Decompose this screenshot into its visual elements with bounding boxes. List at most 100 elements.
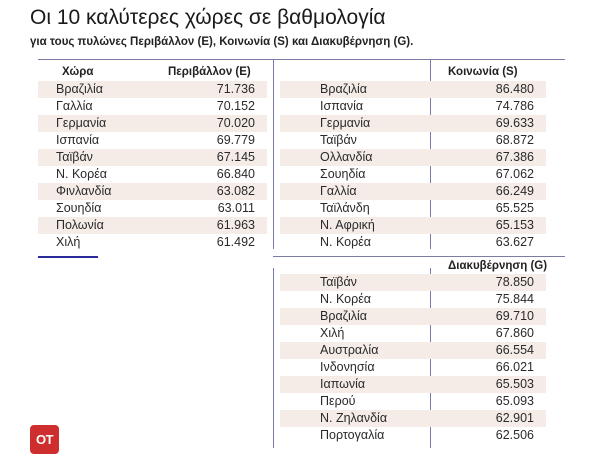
score-value: 75.844 — [495, 292, 534, 306]
column-divider-left — [273, 59, 274, 249]
score-value: 69.779 — [216, 133, 255, 147]
country-name: Φινλανδία — [56, 184, 112, 198]
header-society: Κοινωνία (S) — [448, 66, 518, 78]
table-row: Πολωνία 61.963 — [38, 217, 267, 234]
governance-top-rule — [273, 256, 565, 257]
score-value: 68.872 — [495, 133, 534, 147]
country-name: Ολλανδία — [320, 150, 373, 164]
score-value: 65.153 — [495, 218, 534, 232]
table-row: Γερμανία 70.020 — [38, 115, 267, 132]
country-name: Ν. Αφρική — [320, 218, 375, 232]
table-row: Ισπανία 74.786 — [280, 98, 546, 115]
table-row: Γερμανία 69.633 — [280, 115, 546, 132]
header-environment: Περιβάλλον (E) — [168, 66, 251, 78]
score-value: 67.145 — [216, 150, 255, 164]
table-row: Ταϊβάν 67.145 — [38, 149, 267, 166]
score-value: 66.021 — [495, 360, 534, 374]
table-row: Ν. Κορέα 66.840 — [38, 166, 267, 183]
country-name: Χιλή — [320, 326, 345, 340]
country-name: Βραζιλία — [56, 82, 103, 96]
country-name: Πορτογαλία — [320, 428, 385, 442]
score-value: 71.736 — [216, 82, 255, 96]
country-name: Βραζιλία — [320, 309, 367, 323]
table-row: Γαλλία 70.152 — [38, 98, 267, 115]
score-value: 65.503 — [495, 377, 534, 391]
country-name: Ινδονησία — [320, 360, 375, 374]
table-row: Χιλή 67.860 — [280, 325, 546, 342]
table-row: Βραζιλία 71.736 — [38, 81, 267, 98]
score-value: 74.786 — [495, 99, 534, 113]
country-name: Αυστραλία — [320, 343, 379, 357]
country-name: Ν. Κορέα — [56, 167, 108, 181]
country-name: Ν. Κορέα — [320, 292, 372, 306]
score-value: 70.020 — [216, 116, 255, 130]
accent-underline — [38, 256, 98, 258]
table-row: Ν. Κορέα 63.627 — [280, 234, 546, 251]
governance-table: Ταϊβάν 78.850 Ν. Κορέα 75.844 Βραζιλία 69.710… — [280, 274, 546, 444]
table-row: Σουηδία 67.062 — [280, 166, 546, 183]
score-value: 66.249 — [495, 184, 534, 198]
score-value: 61.492 — [216, 235, 255, 249]
country-name: Γερμανία — [320, 116, 371, 130]
table-row: Χιλή 61.492 — [38, 234, 267, 251]
governance-divider-left — [273, 268, 274, 448]
score-value: 63.011 — [217, 201, 255, 215]
table-row: Σουηδία 63.011 — [38, 200, 267, 217]
country-name: Ν. Κορέα — [320, 235, 372, 249]
country-name: Βραζιλία — [320, 82, 367, 96]
table-row: Περού 65.093 — [280, 393, 546, 410]
score-value: 86.480 — [495, 82, 534, 96]
country-name: Γερμανία — [56, 116, 107, 130]
table-row: Βραζιλία 86.480 — [280, 81, 546, 98]
country-name: Ταϊβάν — [320, 275, 357, 289]
table-row: Γαλλία 66.249 — [280, 183, 546, 200]
score-value: 61.963 — [216, 218, 255, 232]
score-value: 63.082 — [216, 184, 255, 198]
header-top-rule — [38, 59, 565, 60]
score-value: 62.901 — [495, 411, 534, 425]
table-row: Ολλανδία 67.386 — [280, 149, 546, 166]
country-name: Ταϊλάνδη — [320, 201, 370, 215]
score-value: 66.554 — [495, 343, 534, 357]
score-value: 63.627 — [495, 235, 534, 249]
country-name: Ταϊβάν — [320, 133, 357, 147]
country-name: Χιλή — [56, 235, 81, 249]
country-name: Ιαπωνία — [320, 377, 366, 391]
table-row: Φινλανδία 63.082 — [38, 183, 267, 200]
table-row: Ν. Ζηλανδία 62.901 — [280, 410, 546, 427]
score-value: 66.840 — [216, 167, 255, 181]
score-value: 78.850 — [495, 275, 534, 289]
score-value: 69.710 — [495, 309, 534, 323]
score-value: 67.860 — [495, 326, 534, 340]
table-row: Ταϊλάνδη 65.525 — [280, 200, 546, 217]
environment-table: Βραζιλία 71.736 Γαλλία 70.152 Γερμανία 70.020… — [38, 81, 267, 251]
table-row: Ταϊβάν 68.872 — [280, 132, 546, 149]
country-name: Περού — [320, 394, 356, 408]
country-name: Σουηδία — [320, 167, 366, 181]
score-value: 65.525 — [495, 201, 534, 215]
society-table: Βραζιλία 86.480 Ισπανία 74.786 Γερμανία 69.63… — [280, 81, 546, 251]
table-row: Ιαπωνία 65.503 — [280, 376, 546, 393]
table-row: Ν. Κορέα 75.844 — [280, 291, 546, 308]
country-name: Ν. Ζηλανδία — [320, 411, 388, 425]
country-name: Πολωνία — [56, 218, 104, 232]
country-name: Ταϊβάν — [56, 150, 93, 164]
country-name: Σουηδία — [56, 201, 102, 215]
table-row: Ταϊβάν 78.850 — [280, 274, 546, 291]
table-row: Ν. Αφρική 65.153 — [280, 217, 546, 234]
ot-logo: OT — [30, 425, 59, 454]
score-value: 62.506 — [495, 428, 534, 442]
score-value: 69.633 — [495, 116, 534, 130]
chart-title: Οι 10 καλύτερες χώρες σε βαθμολογία — [30, 6, 386, 29]
header-governance: Διακυβέρνηση (G) — [448, 260, 548, 272]
country-name: Ισπανία — [56, 133, 100, 147]
table-row: Ινδονησία 66.021 — [280, 359, 546, 376]
header-country: Χώρα — [62, 66, 94, 78]
score-value: 70.152 — [216, 99, 255, 113]
country-name: Ισπανία — [320, 99, 364, 113]
country-name: Γαλλία — [56, 99, 93, 113]
score-value: 67.386 — [495, 150, 534, 164]
chart-subtitle: για τους πυλώνες Περιβάλλον (E), Κοινωνί… — [30, 36, 414, 48]
country-name: Γαλλία — [320, 184, 357, 198]
table-row: Πορτογαλία 62.506 — [280, 427, 546, 444]
